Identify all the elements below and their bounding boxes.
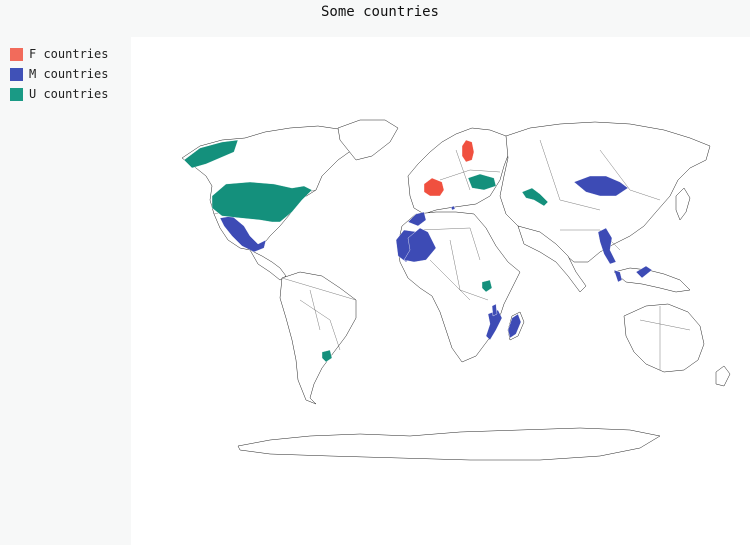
legend-label-f: F countries xyxy=(29,47,109,61)
country-france[interactable] xyxy=(423,177,445,197)
country-morocco[interactable] xyxy=(407,211,427,227)
land-europe xyxy=(407,127,511,215)
country-mozambique[interactable] xyxy=(485,309,503,341)
legend-swatch-m xyxy=(10,67,23,81)
country-madagascar[interactable] xyxy=(507,313,522,339)
land-layer xyxy=(181,119,731,461)
world-map xyxy=(181,119,731,461)
country-mali[interactable] xyxy=(403,227,437,263)
legend-item-u[interactable]: U countries xyxy=(10,84,108,104)
country-usa[interactable] xyxy=(211,181,313,223)
land-southeast-asia xyxy=(613,267,691,293)
legend-swatch-u xyxy=(10,87,23,101)
legend-label-m: M countries xyxy=(29,67,109,81)
legend-swatch-f xyxy=(10,47,23,61)
legend-item-m[interactable]: M countries xyxy=(10,64,108,84)
country-montenegro[interactable] xyxy=(450,205,456,211)
legend-item-f[interactable]: F countries xyxy=(10,44,108,64)
land-south-america xyxy=(279,271,357,405)
land-central-america xyxy=(249,249,287,281)
country-finland[interactable] xyxy=(461,139,475,163)
legend-label-u: U countries xyxy=(29,87,109,101)
land-australia xyxy=(623,303,705,373)
country-uzbekistan[interactable] xyxy=(521,187,549,207)
legend: F countries M countries U countries xyxy=(10,44,108,104)
country-mongolia[interactable] xyxy=(573,175,629,197)
country-mexico[interactable] xyxy=(219,215,267,253)
land-japan xyxy=(675,187,691,221)
land-south-asia xyxy=(517,225,587,293)
country-usa-alaska[interactable] xyxy=(183,139,239,169)
country-uganda[interactable] xyxy=(481,279,493,293)
country-uruguay[interactable] xyxy=(321,349,333,363)
country-malaysia[interactable] xyxy=(613,265,653,283)
country-layer xyxy=(183,139,653,363)
chart-title: Some countries xyxy=(320,4,439,20)
border-layer xyxy=(213,139,691,370)
land-greenland xyxy=(337,119,399,161)
country-myanmar[interactable] xyxy=(597,227,617,265)
land-new-zealand xyxy=(715,365,731,387)
land-antarctica xyxy=(237,427,661,461)
country-malawi[interactable] xyxy=(491,303,498,317)
country-ukraine[interactable] xyxy=(467,173,497,191)
map-panel xyxy=(131,37,750,545)
